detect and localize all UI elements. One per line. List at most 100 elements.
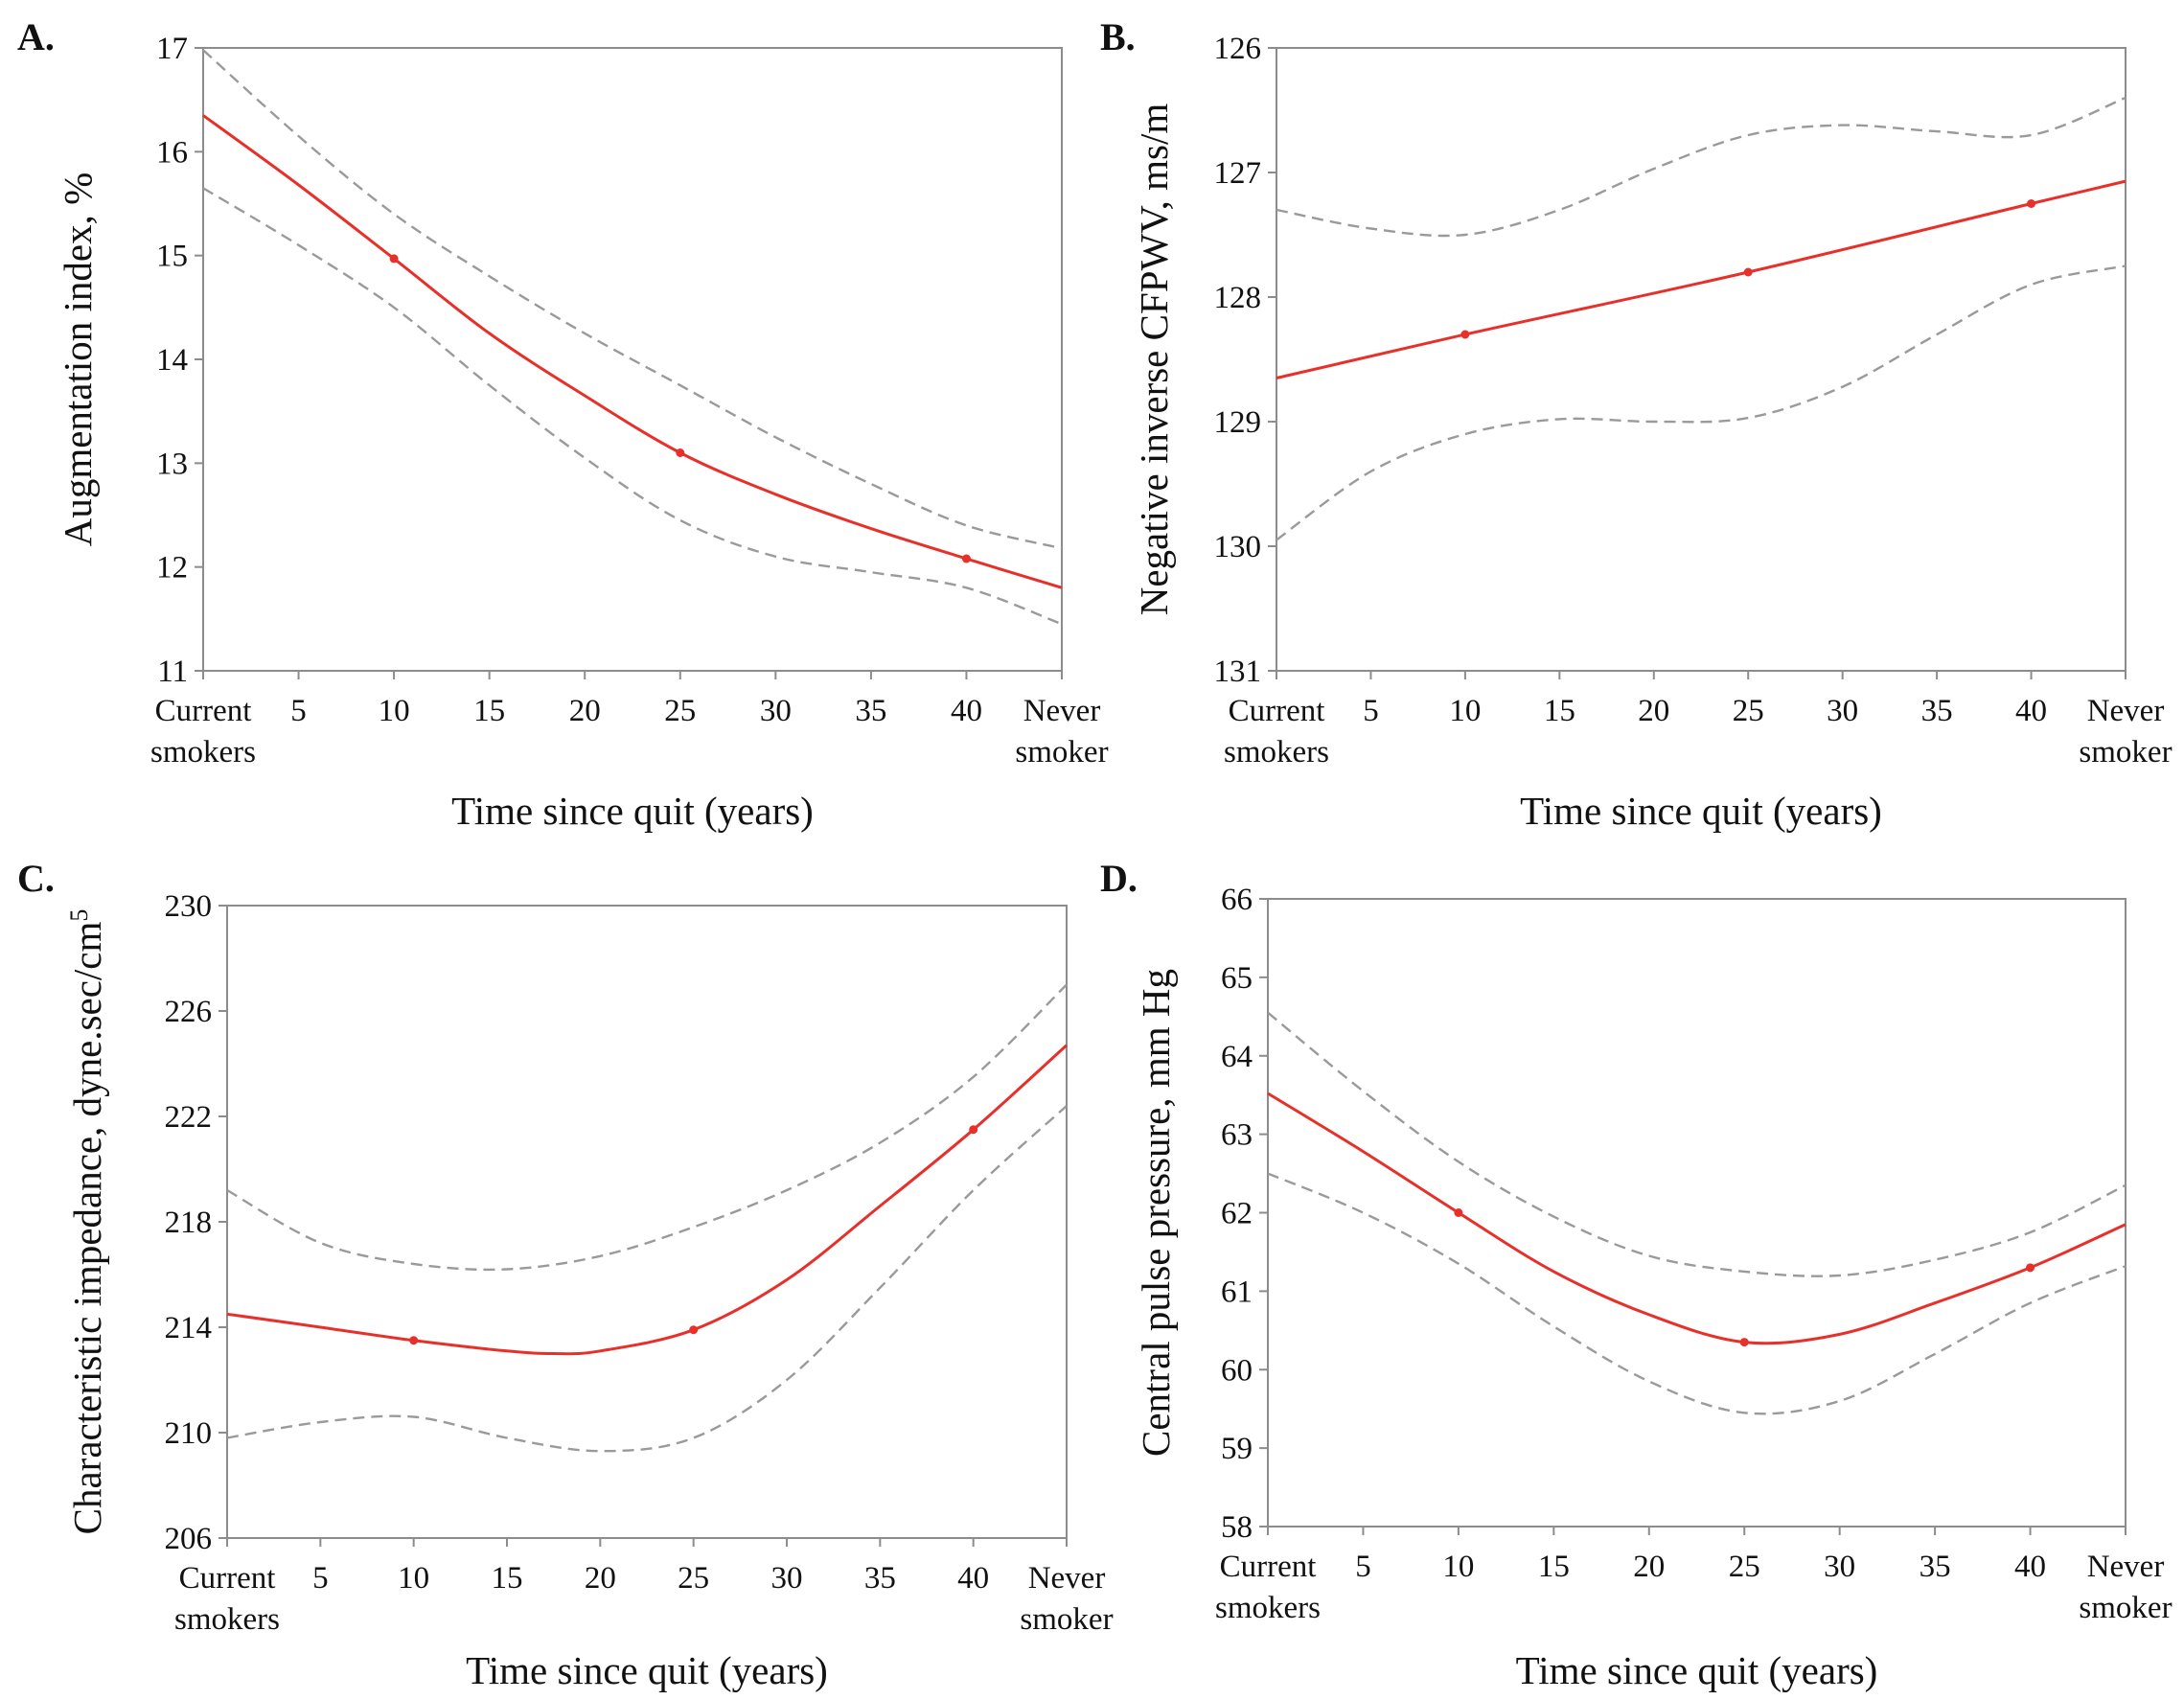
panel-c-x-tick-label: 10 [398,1561,429,1596]
panel-d-y-tick-label: 62 [1221,1197,1253,1231]
panel-b-y-axis-title: Negative inverse CFPWV, ms/m [1132,103,1176,616]
panel-b-x-tick-label: 30 [1827,694,1858,728]
panel-a-y-tick-label: 11 [157,655,188,689]
panel-c-x-tick-label: 25 [678,1561,709,1596]
panel-a-y-tick-label: 16 [156,135,188,170]
panel-d-x-tick-label: 25 [1729,1550,1760,1584]
panel-c-x-tick-label: smokers [174,1602,280,1637]
panel-b-x-tick-label: 5 [1363,694,1379,728]
panel-d-x-tick-label: Current [1220,1550,1317,1584]
panel-b-x-tick-label: 20 [1638,694,1669,728]
panel-c-y-tick-label: 222 [165,1100,213,1135]
panel-c-y-tick-label: 230 [165,889,213,924]
panel-b-x-tick-label: 10 [1449,694,1481,728]
panel-d-y-tick-label: 61 [1221,1275,1253,1309]
panel-d-x-tick-label: 40 [2014,1550,2046,1584]
panel-a-lower-ci-line [202,187,1063,626]
panel-d-x-axis-title: Time since quit (years) [1516,1648,1878,1692]
panel-d: D. 66 65 64 63 62 61 60 59 58 Current smokers 5 10 15 2… [1100,857,2173,1692]
panel-c-x-tick-label: smoker [1020,1602,1113,1637]
panel-a-x-tick-label: Current [155,694,252,728]
panel-d-letter: D. [1100,857,1138,900]
panel-a-x-axis-title: Time since quit (years) [451,789,814,833]
panel-a-x-tick-label: 35 [855,694,886,728]
panel-a-y-tick-label: 17 [156,32,188,66]
panel-b-x-tick-label: 25 [1733,694,1764,728]
panel-d-estimate-point [2026,1263,2035,1273]
panel-c-x-tick-label: 5 [312,1561,329,1596]
panel-a-x-tick-label: 30 [760,694,792,728]
panel-b-y-tick-label: 127 [1214,156,1262,191]
panel-b: B. 126 127 128 129 130 131 Current smokers 5 10 15 2… [1100,15,2173,833]
panel-c-y-tick-label: 206 [165,1522,213,1556]
panel-b-y-tick-label: 126 [1214,32,1262,66]
panel-c-estimate-point [409,1336,419,1345]
panel-b-lower-ci-line [1276,264,2127,541]
panel-d-y-axis-title: Central pulse pressure, mm Hg [1134,969,1178,1457]
panel-d-x-tick-label: Never [2087,1550,2165,1584]
panel-b-y-tick-label: 130 [1214,530,1262,564]
panel-b-x-tick-label: Current [1229,694,1325,728]
panel-a-y-tick-label: 13 [156,447,188,481]
panel-c-estimate-point [969,1125,978,1135]
panel-b-x-tick-label: smokers [1224,735,1329,770]
panel-a-estimate-point [389,254,399,264]
panel-c-x-tick-label: Current [179,1561,276,1596]
panel-d-plot-frame [1267,898,2127,1528]
panel-d-x-tick-label: 20 [1633,1550,1665,1584]
panel-d-y-tick-label: 66 [1221,883,1253,917]
panel-c-plot-frame [226,905,1068,1539]
panel-a-x-tick-label: 40 [951,694,982,728]
panel-c-x-tick-label: 15 [492,1561,523,1596]
panel-d-y-tick-label: 64 [1221,1040,1253,1074]
panel-c-y-tick-label: 210 [165,1416,213,1451]
panel-a-x-tick-label: 5 [290,694,307,728]
panel-b-estimate-point [1743,267,1753,277]
panel-b-estimate-point [2027,199,2036,208]
panel-c-estimate-point [689,1325,699,1335]
panel-a-x-tick-label: 15 [473,694,505,728]
panel-d-y-tick-label: 58 [1221,1510,1253,1545]
panel-d-y-tick-label: 63 [1221,1118,1253,1153]
panel-a-x-tick-label: 10 [379,694,410,728]
panel-d-y-tick-label: 59 [1221,1432,1253,1466]
panel-b-x-tick-label: smoker [2079,735,2172,770]
panel-d-x-tick-label: smoker [2079,1591,2172,1625]
panel-a-estimate-point [961,554,971,563]
panel-d-x-tick-label: 10 [1442,1550,1474,1584]
panel-a-x-tick-label: 25 [664,694,696,728]
panel-d-upper-ci-line [1267,1011,2127,1277]
panel-d-y-tick-label: 65 [1221,961,1253,996]
panel-a: A. 17 16 15 14 13 12 11 Current smokers 5 10 15 20 25 3… [17,15,1109,833]
panel-b-x-axis-title: Time since quit (years) [1520,789,1882,833]
panel-b-estimate-point [1460,330,1470,339]
panel-d-y-tick-label: 60 [1221,1353,1253,1388]
panel-a-estimate-line [202,114,1063,589]
panel-a-x-tick-label: smokers [150,735,256,770]
panel-a-letter: A. [17,15,55,58]
panel-b-x-tick-label: 40 [2015,694,2047,728]
panel-c-x-tick-label: 30 [771,1561,803,1596]
panel-d-x-tick-label: 15 [1538,1550,1570,1584]
panel-b-plot-frame [1276,47,2127,672]
panel-d-x-tick-label: 30 [1824,1550,1855,1584]
panel-c-y-tick-label: 214 [165,1311,213,1345]
panel-c-letter: C. [17,857,55,900]
panel-a-upper-ci-line [202,49,1063,550]
panel-b-estimate-line [1276,179,2127,379]
panel-c: C. 230 226 222 218 214 210 206 Current smokers 5 10… [17,857,1114,1692]
panel-d-estimate-point [1739,1338,1749,1347]
panel-c-y-axis-title-superscript: 5 [65,909,93,922]
panel-d-x-tick-label: 5 [1355,1550,1371,1584]
panel-a-x-tick-label: 20 [569,694,601,728]
panel-a-y-tick-label: 12 [156,551,188,586]
panel-a-y-axis-title: Augmentation index, % [56,172,100,547]
panel-c-y-tick-label: 218 [165,1206,213,1240]
panel-b-y-tick-label: 131 [1214,655,1262,689]
panel-a-estimate-point [676,448,685,457]
panel-a-x-tick-label: Never [1023,694,1101,728]
panel-d-lower-ci-line [1267,1172,2127,1415]
panel-c-x-tick-label: 20 [585,1561,616,1596]
panel-d-estimate-point [1454,1208,1463,1217]
panel-b-letter: B. [1100,15,1136,58]
